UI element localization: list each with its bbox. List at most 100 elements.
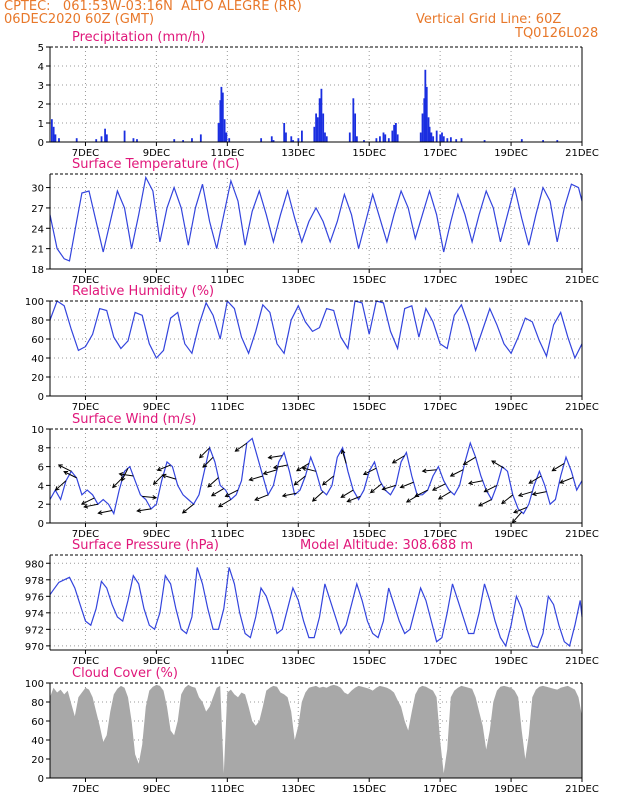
panel5-ytick-label: 978 — [25, 576, 44, 587]
panel1-bar — [391, 130, 394, 142]
panel4-wind-arrowhead — [346, 498, 352, 503]
panel4-xtick-label: 21DEC — [565, 529, 599, 540]
panel1-bar — [455, 139, 458, 142]
panel3-ytick-label: 40 — [31, 354, 44, 365]
panel4-wind-arrow — [463, 456, 476, 465]
panel4-wind-arrow — [296, 463, 310, 472]
panel4-wind-arrowhead — [112, 483, 117, 489]
panel1-ytick-label: 2 — [38, 100, 44, 111]
panel1-bar — [430, 132, 433, 142]
panel4-wind-arrowhead — [248, 476, 254, 482]
panel1-bar — [316, 117, 319, 142]
panel4-wind-arrowhead — [152, 480, 158, 486]
panel4-wind-arrowhead — [491, 460, 497, 465]
panel4-wind-arrow — [450, 469, 464, 477]
panel2-xtick-label: 17DEC — [423, 275, 457, 286]
panel1-bar — [520, 139, 523, 142]
panel4-wind-arrow — [142, 495, 157, 499]
panel4-wind-arrowhead — [293, 480, 299, 486]
panel4-wind-arrow — [254, 494, 269, 501]
panel1-bar — [320, 88, 323, 142]
panel1-bar — [432, 136, 435, 142]
panel1-bar — [379, 136, 381, 142]
panel4-wind-arrowhead — [272, 464, 278, 470]
panel4-wind-arrow — [370, 483, 382, 493]
panel4-wind-arrowhead — [340, 493, 346, 498]
panel1-bar — [424, 69, 427, 142]
panel4-wind-arrow — [55, 480, 67, 491]
panel1-bar — [132, 138, 135, 142]
header-date-left: 06DEC2020 60Z (GMT) — [4, 12, 155, 27]
panel1-bar — [219, 100, 222, 142]
panel6-xtick-label: 21DEC — [565, 784, 599, 795]
panel3-xtick-label: 13DEC — [281, 402, 315, 413]
panel4-wind-arrowhead — [381, 486, 387, 491]
panel1-bar — [441, 132, 443, 142]
panel1-bar — [542, 140, 544, 142]
panel4-wind-arrow — [119, 473, 134, 477]
panel1-ytick-label: 5 — [38, 43, 44, 54]
panel4-wind-arrowhead — [362, 470, 368, 476]
panel1-bar — [421, 113, 424, 142]
panel3-xtick-label: 7DEC — [72, 402, 99, 413]
panel1-bar — [428, 126, 431, 142]
panel3-title: Relative Humidity (%) — [72, 284, 214, 299]
panel6-title: Cloud Cover (%) — [72, 666, 178, 681]
panel4-wind-arrow — [512, 511, 523, 523]
panel6-ytick-label: 80 — [31, 698, 44, 709]
panel4-wind-arrow — [282, 492, 297, 497]
panel4-wind-arrowhead — [321, 480, 327, 486]
panel1-bar — [173, 139, 176, 142]
panel4-wind-arrowhead — [262, 470, 268, 476]
panel4-wind-arrowhead — [437, 495, 443, 500]
panel1-bar — [225, 132, 228, 142]
panel1-bar — [52, 126, 55, 142]
panel4-wind-arrow — [340, 489, 354, 498]
panel2-series-line — [49, 175, 583, 262]
panel2-xtick-label: 21DEC — [565, 275, 599, 286]
panel1-bar — [435, 130, 438, 142]
panel4-wind-arrowhead — [391, 459, 397, 464]
panel3-ytick-label: 100 — [25, 297, 44, 308]
panel1-bar — [260, 138, 263, 142]
panel4-wind-arrow — [438, 491, 452, 500]
panel1-ytick-label: 4 — [38, 62, 44, 73]
panel2-xtick-label: 11DEC — [210, 275, 244, 286]
panel4-wind-arrow — [249, 475, 263, 481]
panel5-xtick-label: 15DEC — [352, 656, 386, 667]
header-grid-note: Vertical Grid Line: 60Z — [416, 12, 562, 27]
panel4-ytick-label: 10 — [31, 425, 44, 436]
panel4-wind-arrow — [478, 499, 492, 507]
panel4-xtick-label: 13DEC — [281, 529, 315, 540]
panel5-xtick-label: 7DEC — [72, 656, 99, 667]
panel4-wind-arrowhead — [267, 454, 273, 460]
panel1-bar — [191, 138, 193, 142]
panel5-xtick-label: 19DEC — [494, 656, 528, 667]
panel1-bar — [136, 139, 138, 142]
panel4-wind-arrowhead — [156, 466, 162, 472]
panel1-bar — [272, 140, 275, 142]
panel4-wind-arrow — [268, 455, 283, 459]
panel4-wind-arrowhead — [517, 492, 523, 497]
panel1-bar — [104, 128, 106, 142]
panel1-bar — [292, 140, 294, 142]
panel4-wind-arrow — [501, 494, 514, 504]
panel1-bar — [105, 134, 108, 142]
panel4-wind-arrowhead — [513, 509, 519, 514]
panel1-bar — [221, 92, 224, 142]
panel5-subtitle: Model Altitude: 308.688 m — [300, 538, 473, 553]
panel3-xtick-label: 11DEC — [210, 402, 244, 413]
panel4-wind-arrow — [182, 503, 194, 514]
panel6-ytick-label: 100 — [25, 679, 44, 690]
panel1-bar — [439, 134, 442, 142]
panel1-bar — [384, 134, 387, 142]
panel1-bar — [348, 132, 351, 142]
panel1-bar — [228, 138, 231, 142]
panel4-wind-arrow — [341, 449, 347, 464]
panel4-xtick-label: 17DEC — [423, 529, 457, 540]
panel4-wind-arrowhead — [449, 472, 455, 477]
panel4-wind-arrowhead — [254, 496, 260, 501]
panel4-wind-arrowhead — [97, 510, 103, 515]
panel1-bar — [283, 123, 286, 142]
panel4-wind-arrowhead — [296, 466, 301, 472]
